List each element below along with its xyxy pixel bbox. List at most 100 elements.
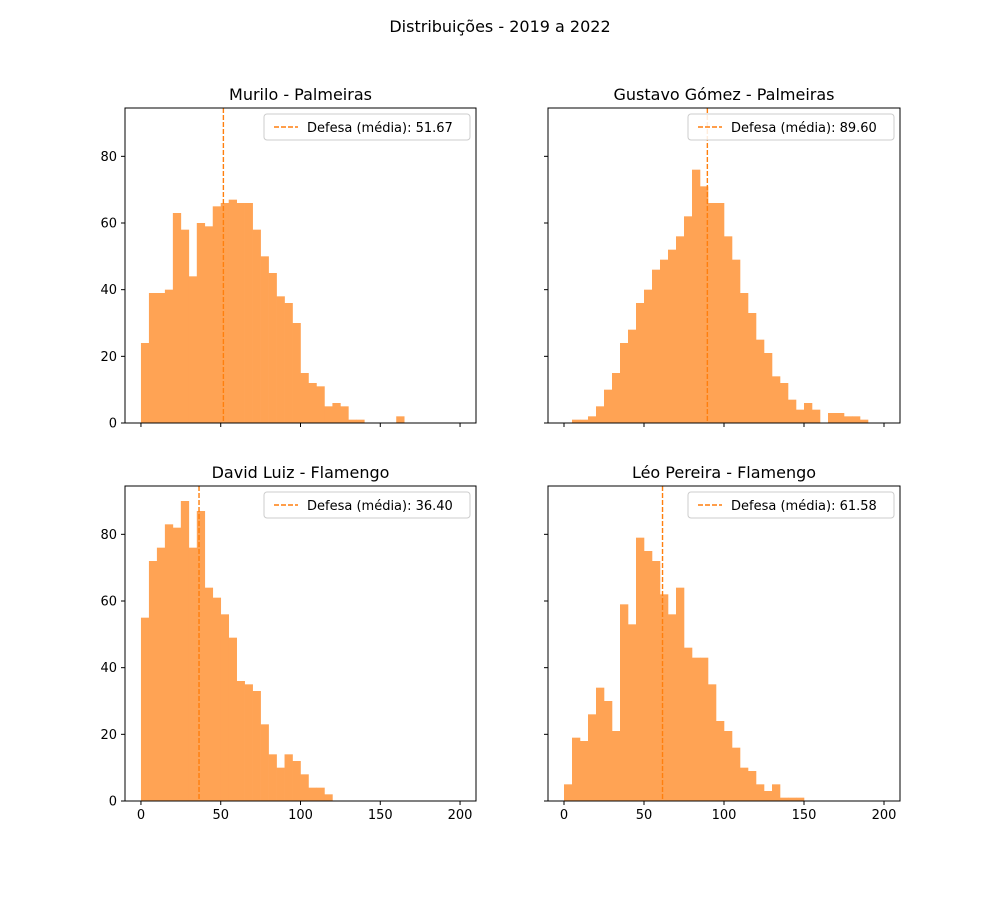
histogram-bar: [580, 741, 589, 801]
histogram-bar: [684, 647, 693, 801]
histogram-bar: [732, 259, 741, 423]
histogram-bar: [740, 767, 749, 801]
histogram-bar: [164, 524, 174, 801]
histogram-bar: [772, 376, 781, 423]
histogram-bar: [252, 691, 261, 801]
histogram-bar: [196, 223, 206, 423]
histogram-bar: [852, 416, 861, 423]
histogram-bar: [580, 419, 589, 423]
histogram-bar: [300, 373, 309, 423]
subplot-title: David Luiz - Flamengo: [212, 463, 390, 482]
legend: Defesa (média): 51.67: [263, 113, 471, 141]
histogram-bar: [140, 617, 150, 801]
histogram-bar: [244, 684, 253, 801]
histogram-bar: [172, 213, 182, 423]
histogram-bar: [140, 343, 150, 423]
histogram-bar: [692, 169, 701, 423]
histogram-bar: [316, 787, 325, 801]
histogram-bar: [292, 761, 301, 801]
histogram-bar: [172, 527, 182, 801]
legend: Defesa (média): 89.60: [687, 113, 895, 141]
histogram-bar: [276, 767, 285, 801]
histogram-bar: [764, 353, 773, 423]
histogram-bar: [572, 737, 581, 801]
histogram-bar: [668, 614, 677, 801]
histogram-bar: [812, 409, 821, 423]
histogram-bar: [236, 681, 245, 801]
histogram-bar: [204, 587, 214, 801]
histogram-bar: [308, 383, 317, 423]
histogram-bar: [316, 386, 325, 423]
x-tick-label: 200: [872, 808, 897, 823]
histogram-bar: [596, 406, 605, 423]
y-tick-label: 20: [100, 350, 117, 365]
histogram-bar: [788, 399, 797, 423]
histogram-bar: [340, 406, 349, 423]
histogram-bar: [724, 731, 733, 801]
histogram-bar: [740, 293, 749, 423]
histogram-bar: [644, 551, 653, 801]
histogram-bar: [716, 203, 725, 423]
histogram-bar: [324, 794, 333, 801]
histogram-bar: [156, 293, 166, 423]
y-tick-label: 80: [100, 528, 117, 543]
y-tick-label: 40: [100, 661, 117, 676]
x-tick-label: 100: [712, 808, 737, 823]
histogram-bar: [300, 774, 309, 801]
histogram-bar: [260, 256, 269, 423]
x-tick-label: 150: [792, 808, 817, 823]
histogram-bar: [612, 731, 621, 801]
histogram-bar: [268, 273, 277, 423]
histogram-bar: [588, 416, 597, 423]
x-tick-label: 50: [636, 808, 653, 823]
histogram-bars: [564, 537, 805, 801]
histogram-bar: [684, 216, 693, 423]
histogram-bar: [260, 724, 269, 801]
legend-box: [687, 113, 895, 141]
histogram-bar: [788, 797, 797, 801]
histogram-bar: [708, 684, 717, 801]
x-tick-label: 150: [368, 808, 393, 823]
subplot-title: Murilo - Palmeiras: [229, 85, 372, 104]
histogram-bar: [148, 561, 158, 801]
histogram-bar: [196, 511, 206, 801]
histogram-bar: [188, 547, 198, 801]
histogram-bar: [188, 276, 198, 423]
histogram-bar: [212, 597, 222, 801]
histogram-bar: [308, 787, 317, 801]
histogram-bars: [140, 501, 333, 801]
subplot-3: David Luiz - Flamengo 0 50 100 150 200 0 20 40 60…: [100, 463, 477, 823]
y-tick-label: 20: [100, 728, 117, 743]
histogram-bar: [756, 339, 765, 423]
legend-box: [263, 491, 471, 519]
histogram-bars: [572, 169, 869, 423]
histogram-bar: [676, 587, 685, 801]
histogram-bar: [732, 747, 741, 801]
histogram-bar: [604, 701, 613, 801]
histogram-bar: [180, 501, 190, 801]
histogram-bar: [780, 797, 789, 801]
histogram-bar: [228, 199, 237, 423]
histogram-bar: [276, 296, 285, 423]
histogram-bar: [220, 203, 230, 423]
histogram-bar: [708, 203, 717, 423]
histogram-bar: [604, 389, 613, 423]
subplot-4: Léo Pereira - Flamengo 0 50 100 150 200 Defesa…: [544, 463, 901, 823]
histogram-bar: [636, 537, 645, 801]
histogram-bar: [620, 343, 629, 423]
histogram-bar: [692, 657, 701, 801]
histogram-bar: [756, 784, 765, 801]
histogram-bar: [652, 561, 661, 801]
histogram-bar: [148, 293, 158, 423]
histogram-bar: [268, 754, 277, 801]
chart-panels: Murilo - Palmeiras 0 20 40 60 80 Defesa (média…: [100, 85, 901, 823]
histogram-bar: [564, 784, 573, 801]
histogram-bar: [348, 419, 357, 423]
histogram-bar: [796, 409, 805, 423]
x-tick-label: 0: [560, 808, 568, 823]
x-tick-label: 0: [137, 808, 145, 823]
legend: Defesa (média): 36.40: [263, 491, 471, 519]
histogram-bar: [836, 413, 845, 423]
y-tick-label: 0: [109, 417, 117, 432]
